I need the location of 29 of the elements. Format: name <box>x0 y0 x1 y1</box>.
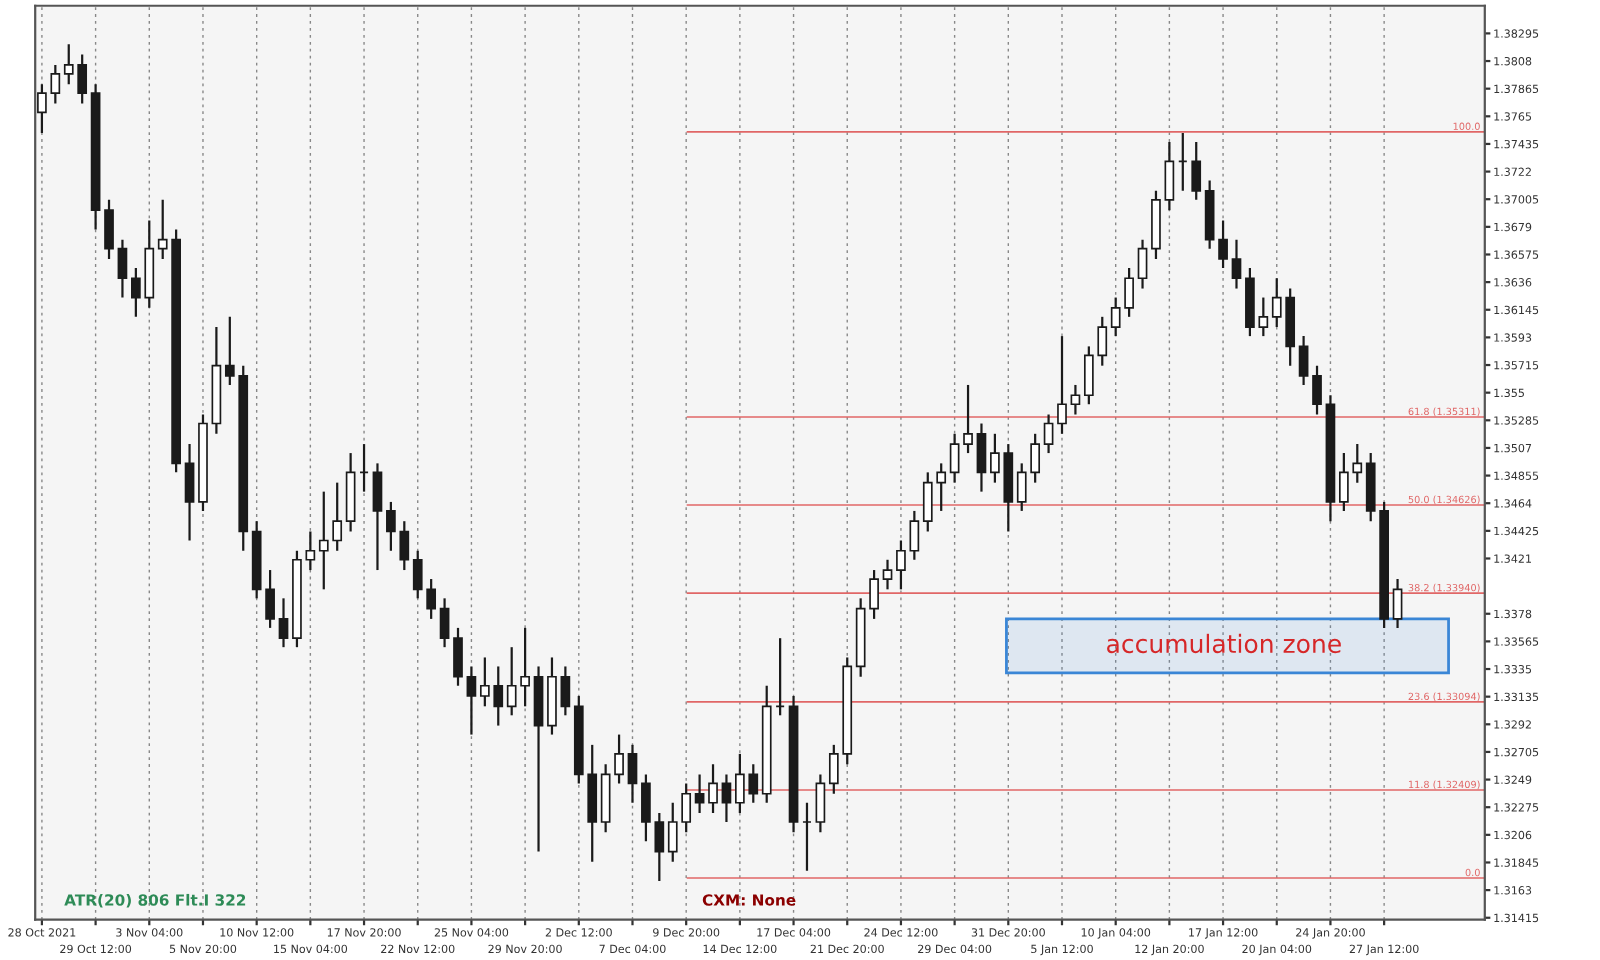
candlestick <box>1312 364 1322 416</box>
candlestick <box>372 462 383 572</box>
candlestick <box>1231 238 1242 290</box>
candlestick <box>882 558 893 591</box>
candlestick <box>439 597 450 649</box>
candlestick <box>627 743 638 804</box>
candlestick <box>721 773 732 824</box>
candlestick <box>117 238 128 299</box>
candlestick <box>278 597 289 649</box>
candlestick <box>949 432 960 484</box>
candlestick <box>1164 140 1175 212</box>
candlestick <box>466 665 477 736</box>
candlestick <box>1057 335 1067 435</box>
candlestick <box>560 665 571 717</box>
candlestick <box>1392 577 1403 629</box>
candlestick <box>963 383 973 455</box>
candlestick <box>815 773 826 834</box>
candlestick <box>1043 413 1054 455</box>
candlestick <box>1070 383 1081 416</box>
candlestick <box>184 442 195 542</box>
candlestick <box>104 198 114 261</box>
band-label: accumulation zone <box>1107 633 1341 654</box>
candlestick <box>1137 238 1148 290</box>
candlestick <box>1298 335 1309 387</box>
candlestick <box>453 626 463 687</box>
candlestick <box>976 422 987 493</box>
candlestick <box>694 773 705 815</box>
candlestick <box>708 763 718 815</box>
candlestick <box>1191 140 1202 201</box>
